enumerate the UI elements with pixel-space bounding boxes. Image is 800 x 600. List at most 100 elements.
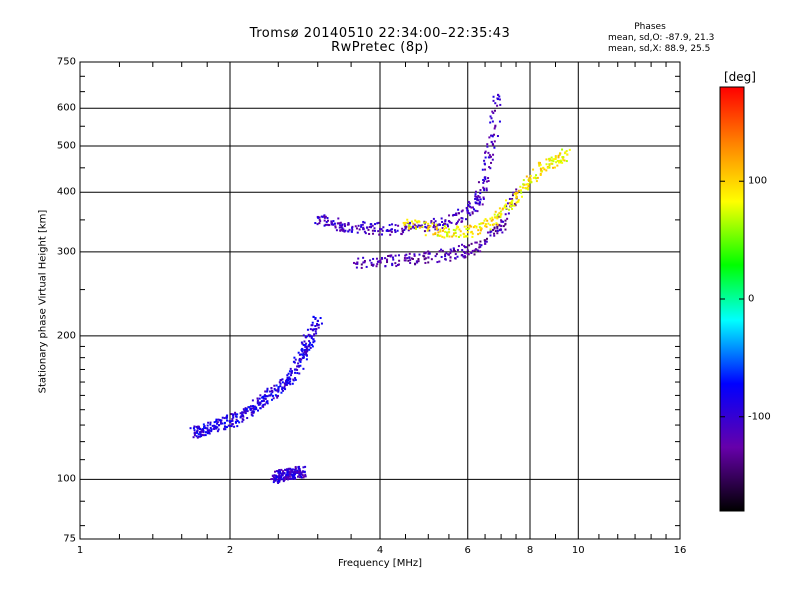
data-point: [263, 403, 266, 406]
data-point: [413, 253, 416, 256]
data-point: [455, 227, 458, 230]
data-point: [441, 229, 444, 232]
data-point: [476, 210, 479, 213]
data-point: [324, 215, 327, 218]
data-point: [289, 367, 292, 370]
data-point: [281, 381, 284, 384]
data-point: [339, 224, 342, 227]
data-point: [416, 225, 419, 228]
data-point: [319, 317, 322, 320]
data-point: [224, 425, 227, 428]
data-point: [474, 224, 477, 227]
data-point: [290, 372, 293, 375]
data-point: [412, 222, 415, 225]
data-point: [252, 407, 255, 410]
data-point: [495, 223, 498, 226]
data-point: [388, 254, 391, 257]
data-point: [552, 166, 555, 169]
data-point: [201, 433, 204, 436]
data-point: [482, 186, 485, 189]
data-point: [343, 224, 347, 228]
data-point: [238, 421, 241, 424]
x-tick-label: 2: [226, 545, 234, 556]
data-point: [493, 223, 496, 226]
data-point: [411, 257, 414, 260]
data-point: [413, 227, 416, 230]
data-point: [527, 188, 530, 191]
data-point: [265, 395, 268, 398]
data-point: [483, 187, 486, 190]
data-point: [515, 201, 518, 204]
data-point: [274, 470, 277, 473]
data-point: [259, 402, 262, 405]
data-point: [561, 148, 564, 151]
data-point: [406, 257, 409, 260]
data-point: [444, 258, 447, 261]
data-point: [441, 227, 444, 230]
data-point: [520, 191, 523, 194]
data-point: [308, 348, 311, 351]
data-point: [300, 475, 303, 478]
data-point: [496, 229, 499, 232]
data-point: [486, 219, 489, 222]
data-point: [302, 367, 305, 370]
data-point: [392, 258, 395, 261]
data-point: [509, 205, 512, 208]
data-point: [368, 232, 371, 235]
data-point: [209, 426, 212, 429]
data-point: [418, 226, 421, 229]
data-point: [491, 216, 494, 219]
data-point: [235, 415, 238, 418]
data-point: [404, 254, 407, 257]
data-point: [300, 341, 303, 344]
data-point: [535, 177, 538, 180]
data-point: [290, 473, 293, 476]
data-point: [318, 216, 321, 219]
data-point: [226, 419, 229, 422]
data-point: [278, 469, 281, 472]
data-point: [458, 218, 461, 221]
data-point: [501, 207, 504, 210]
data-point: [556, 159, 559, 162]
data-point: [526, 186, 529, 189]
data-point: [390, 254, 393, 257]
data-point: [489, 155, 492, 158]
y-tick-label: 200: [56, 330, 76, 342]
data-point: [394, 224, 397, 227]
data-point: [288, 376, 291, 379]
data-point: [404, 259, 407, 262]
data-point: [391, 223, 394, 226]
data-point: [452, 228, 455, 231]
data-point: [370, 225, 373, 228]
data-point: [505, 199, 508, 202]
data-point: [477, 181, 480, 184]
data-point: [449, 259, 452, 262]
colorbar-frame: [719, 86, 745, 512]
data-point: [477, 195, 480, 198]
data-point: [418, 253, 421, 256]
y-tick-label: 75: [63, 533, 76, 545]
data-point: [341, 223, 344, 226]
data-point: [461, 243, 464, 246]
data-point: [277, 479, 280, 482]
data-point: [216, 426, 219, 429]
data-point: [362, 256, 365, 259]
data-point: [445, 252, 448, 255]
data-point: [213, 424, 216, 427]
data-point: [513, 204, 516, 207]
data-point: [529, 178, 532, 181]
data-point: [357, 257, 360, 260]
data-point: [409, 227, 412, 230]
data-point: [394, 262, 397, 265]
data-point: [371, 229, 374, 232]
data-point: [498, 207, 501, 210]
data-point: [483, 219, 486, 222]
data-point: [289, 467, 292, 470]
data-point: [454, 250, 457, 253]
data-point: [308, 340, 311, 343]
data-point: [432, 217, 435, 220]
data-point: [249, 407, 252, 410]
data-point: [305, 353, 308, 356]
data-point: [494, 210, 497, 213]
data-point: [447, 228, 450, 231]
